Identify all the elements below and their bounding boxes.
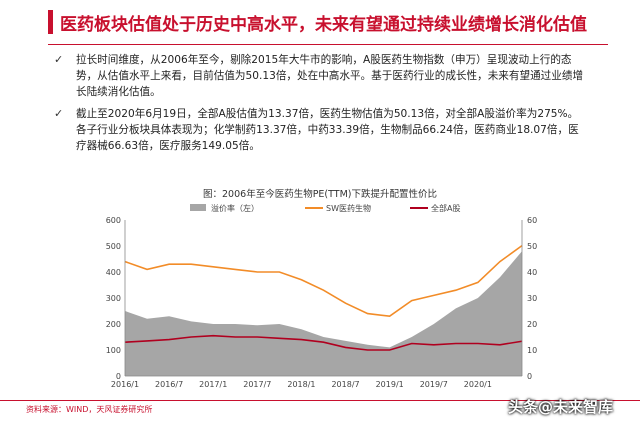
chart-title: 图：2006年至今医药生物PE(TTM)下跌提升配置性价比 bbox=[203, 189, 437, 200]
y-right-tick-label: 60 bbox=[527, 216, 537, 225]
watermark: 头条@未来智库 bbox=[508, 398, 614, 416]
pe-chart: 0 100 200 300 400 500 600 0 10 20 30 40 50 60 2016/1 20… bbox=[106, 203, 537, 389]
y-left-tick-label: 400 bbox=[106, 268, 121, 277]
title-accent-mark bbox=[48, 10, 53, 34]
y-left-tick-label: 0 bbox=[116, 372, 121, 381]
bullet-list: ✓ 拉长时间维度，从2006年至今，剔除2015年大牛市的影响，A股医药生物指数… bbox=[48, 52, 588, 160]
bullet-item-2: ✓ 截止至2020年6月19日，全部A股估值为13.37倍，医药生物估值为50.… bbox=[48, 106, 588, 154]
series-area-premium bbox=[125, 251, 522, 376]
y-right-tick-label: 20 bbox=[527, 320, 537, 329]
x-tick-label: 2016/7 bbox=[155, 380, 183, 389]
y-right-tick-label: 10 bbox=[527, 346, 537, 355]
checkmark-icon: ✓ bbox=[54, 53, 64, 66]
title-bar: 医药板块估值处于历史中高水平，未来有望通过持续业绩增长消化估值 bbox=[0, 0, 640, 48]
bullet-text-1: 拉长时间维度，从2006年至今，剔除2015年大牛市的影响，A股医药生物指数（申… bbox=[76, 54, 584, 98]
x-tick-label: 2017/1 bbox=[199, 380, 227, 389]
bullet-item-1: ✓ 拉长时间维度，从2006年至今，剔除2015年大牛市的影响，A股医药生物指数… bbox=[48, 52, 588, 100]
x-tick-label: 2018/1 bbox=[287, 380, 315, 389]
y-left-tick-label: 300 bbox=[106, 294, 121, 303]
x-tick-label: 2019/1 bbox=[376, 380, 404, 389]
bullet-text-2: 截止至2020年6月19日，全部A股估值为13.37倍，医药生物估值为50.13… bbox=[76, 108, 579, 152]
y-right-tick-label: 30 bbox=[527, 294, 537, 303]
y-left-tick-label: 600 bbox=[106, 216, 121, 225]
x-tick-label: 2018/7 bbox=[331, 380, 359, 389]
series-line-sw-pharma bbox=[124, 245, 523, 318]
y-left-tick-label: 100 bbox=[106, 346, 121, 355]
y-right-tick-label: 40 bbox=[527, 268, 537, 277]
title-rule bbox=[48, 44, 608, 45]
y-left-tick-label: 200 bbox=[106, 320, 121, 329]
footer-rule bbox=[0, 400, 640, 401]
checkmark-icon: ✓ bbox=[54, 107, 64, 120]
y-right-tick-label: 0 bbox=[527, 372, 532, 381]
page-title: 医药板块估值处于历史中高水平，未来有望通过持续业绩增长消化估值 bbox=[60, 15, 587, 35]
legend-label: SW医药生物 bbox=[326, 203, 371, 213]
source-note: 资料来源：WIND，天风证券研究所 bbox=[26, 405, 153, 414]
y-left-tick-label: 500 bbox=[106, 242, 121, 251]
x-tick-label: 2019/7 bbox=[420, 380, 448, 389]
x-tick-label: 2017/7 bbox=[243, 380, 271, 389]
x-tick-label: 2020/1 bbox=[464, 380, 492, 389]
legend-swatch-premium bbox=[190, 204, 206, 211]
legend-label: 全部A股 bbox=[431, 203, 460, 213]
y-right-tick-label: 50 bbox=[527, 242, 537, 251]
x-tick-label: 2016/1 bbox=[111, 380, 139, 389]
series-line-all-a bbox=[124, 334, 523, 351]
legend-label: 溢价率（左） bbox=[211, 203, 259, 213]
